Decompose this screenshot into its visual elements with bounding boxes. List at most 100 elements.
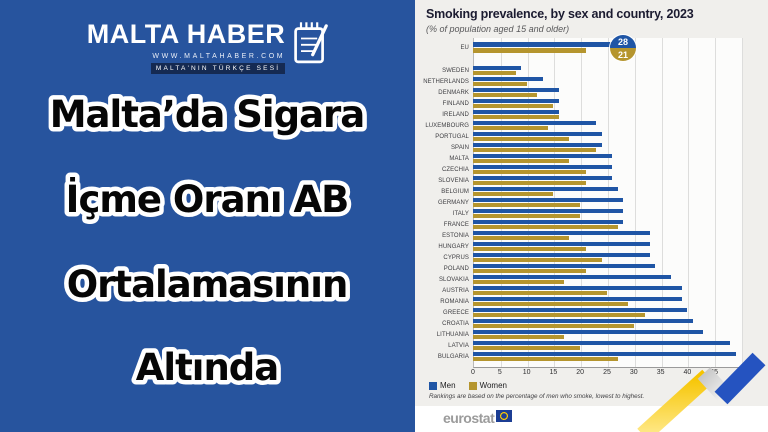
row-label: DENMARK [438, 89, 469, 96]
x-tick-label: 25 [603, 369, 611, 376]
x-tick-label: 0 [471, 369, 475, 376]
row-label: ITALY [452, 210, 469, 217]
row-label: MALTA [449, 155, 469, 162]
bar-women [473, 291, 607, 295]
eu-men-value: 28 [610, 35, 636, 48]
bar-men [473, 66, 522, 70]
bar-women [473, 126, 549, 130]
row-label: POLAND [443, 265, 469, 272]
chart-subtitle: (% of population aged 15 and older) [426, 24, 570, 34]
chart-footnote: Rankings are based on the percentage of … [429, 393, 645, 400]
row-label: HUNGARY [438, 243, 469, 250]
bar-women [473, 192, 554, 196]
bar-men [473, 231, 650, 235]
bar-row: LITHUANIA [415, 330, 741, 339]
legend: Men Women [429, 381, 507, 390]
bar-women [473, 93, 538, 97]
row-label: NETHERLANDS [423, 78, 469, 85]
bar-row: SWEDEN [415, 66, 741, 75]
bar-women [473, 159, 570, 163]
grid-line [608, 38, 609, 367]
bar-women [473, 137, 570, 141]
row-label: CROATIA [442, 320, 469, 327]
eurostat-wordmark: eurostat [443, 410, 495, 426]
chart-title: Smoking prevalence, by sex and country, … [426, 7, 694, 21]
bar-women [473, 225, 618, 229]
row-label: ROMANIA [440, 298, 469, 305]
row-label: PORTUGAL [435, 133, 469, 140]
brand-title: MALTA HABER [86, 19, 286, 49]
bar-women [473, 71, 516, 75]
bar-women [473, 82, 527, 86]
bar-men [473, 198, 624, 202]
row-label: FINLAND [442, 100, 469, 107]
left-panel: MALTA HABER WWW.MALTAHABER.COM MALTA'NIN… [0, 19, 415, 394]
headline-line-3: Ortalamasının [67, 263, 348, 306]
grid-line [634, 38, 636, 367]
legend-swatch-women [468, 381, 477, 390]
bar-row: PORTUGAL [415, 132, 741, 141]
row-label: SLOVAKIA [438, 276, 469, 283]
bar-row: BELGIUM [415, 187, 741, 196]
bar-row: GERMANY [415, 198, 741, 207]
x-tick-label: 50 [737, 369, 745, 376]
grid-line [527, 38, 529, 367]
grid-line [661, 38, 663, 367]
row-label: AUSTRIA [442, 287, 469, 294]
bar-men [473, 154, 613, 158]
bar-women [473, 280, 565, 284]
chart-panel: Smoking prevalence, by sex and country, … [415, 0, 768, 432]
bar-row: MALTA [415, 154, 741, 163]
bar-men [473, 275, 672, 279]
x-tick-label: 15 [549, 369, 558, 376]
bar-row: SLOVAKIA [415, 275, 741, 284]
x-tick-label: 10 [522, 369, 531, 376]
bar-row: LUXEMBOURG [415, 121, 741, 130]
bar-row: BULGARIA [415, 352, 741, 361]
brand-website: WWW.MALTAHABER.COM [152, 52, 286, 60]
row-label: SWEDEN [442, 67, 469, 74]
eu-women-value: 21 [610, 48, 636, 61]
bar-men [473, 253, 650, 257]
bar-men [473, 209, 624, 213]
bar-row: GREECE [415, 308, 741, 317]
headline: Malta’da Sigara İçme Oranı AB Ortalaması… [45, 89, 370, 394]
grid-line [554, 38, 556, 367]
row-label: FRANCE [443, 221, 469, 228]
bar-men [473, 132, 602, 136]
row-label: BELGIUM [441, 188, 469, 195]
bar-men [473, 88, 559, 92]
bar-women [473, 258, 602, 262]
bar-men [473, 99, 559, 103]
bar-men [473, 286, 683, 290]
bar-men [473, 297, 683, 301]
notepad-pencil-icon [292, 20, 329, 71]
row-label: GERMANY [437, 199, 469, 206]
bar-women [473, 357, 618, 361]
row-label: CYPRUS [443, 254, 469, 261]
bar-row: ROMANIA [415, 297, 741, 306]
bar-men [473, 330, 704, 334]
brand-block: MALTA HABER WWW.MALTAHABER.COM MALTA'NIN… [0, 19, 415, 74]
bar-row: POLAND [415, 264, 741, 273]
bar-men [473, 176, 613, 180]
bar-women [473, 346, 581, 350]
row-label: SLOVENIA [438, 177, 469, 184]
eu-bar-men [473, 42, 624, 47]
bar-women [473, 181, 586, 185]
bar-row: LATVIA [415, 341, 741, 350]
bar-men [473, 352, 736, 356]
row-label: LITHUANIA [436, 331, 469, 338]
bar-men [473, 308, 688, 312]
bar-row: IRELAND [415, 110, 741, 119]
bar-women [473, 115, 559, 119]
x-tick-label: 20 [576, 369, 585, 376]
bar-row: CZECHIA [415, 165, 741, 174]
row-label: BULGARIA [437, 353, 469, 360]
bar-men [473, 110, 559, 114]
bar-row: HUNGARY [415, 242, 741, 251]
x-tick-label: 5 [497, 369, 502, 376]
bar-men [473, 143, 602, 147]
bar-row: CROATIA [415, 319, 741, 328]
bar-row: FRANCE [415, 220, 741, 229]
